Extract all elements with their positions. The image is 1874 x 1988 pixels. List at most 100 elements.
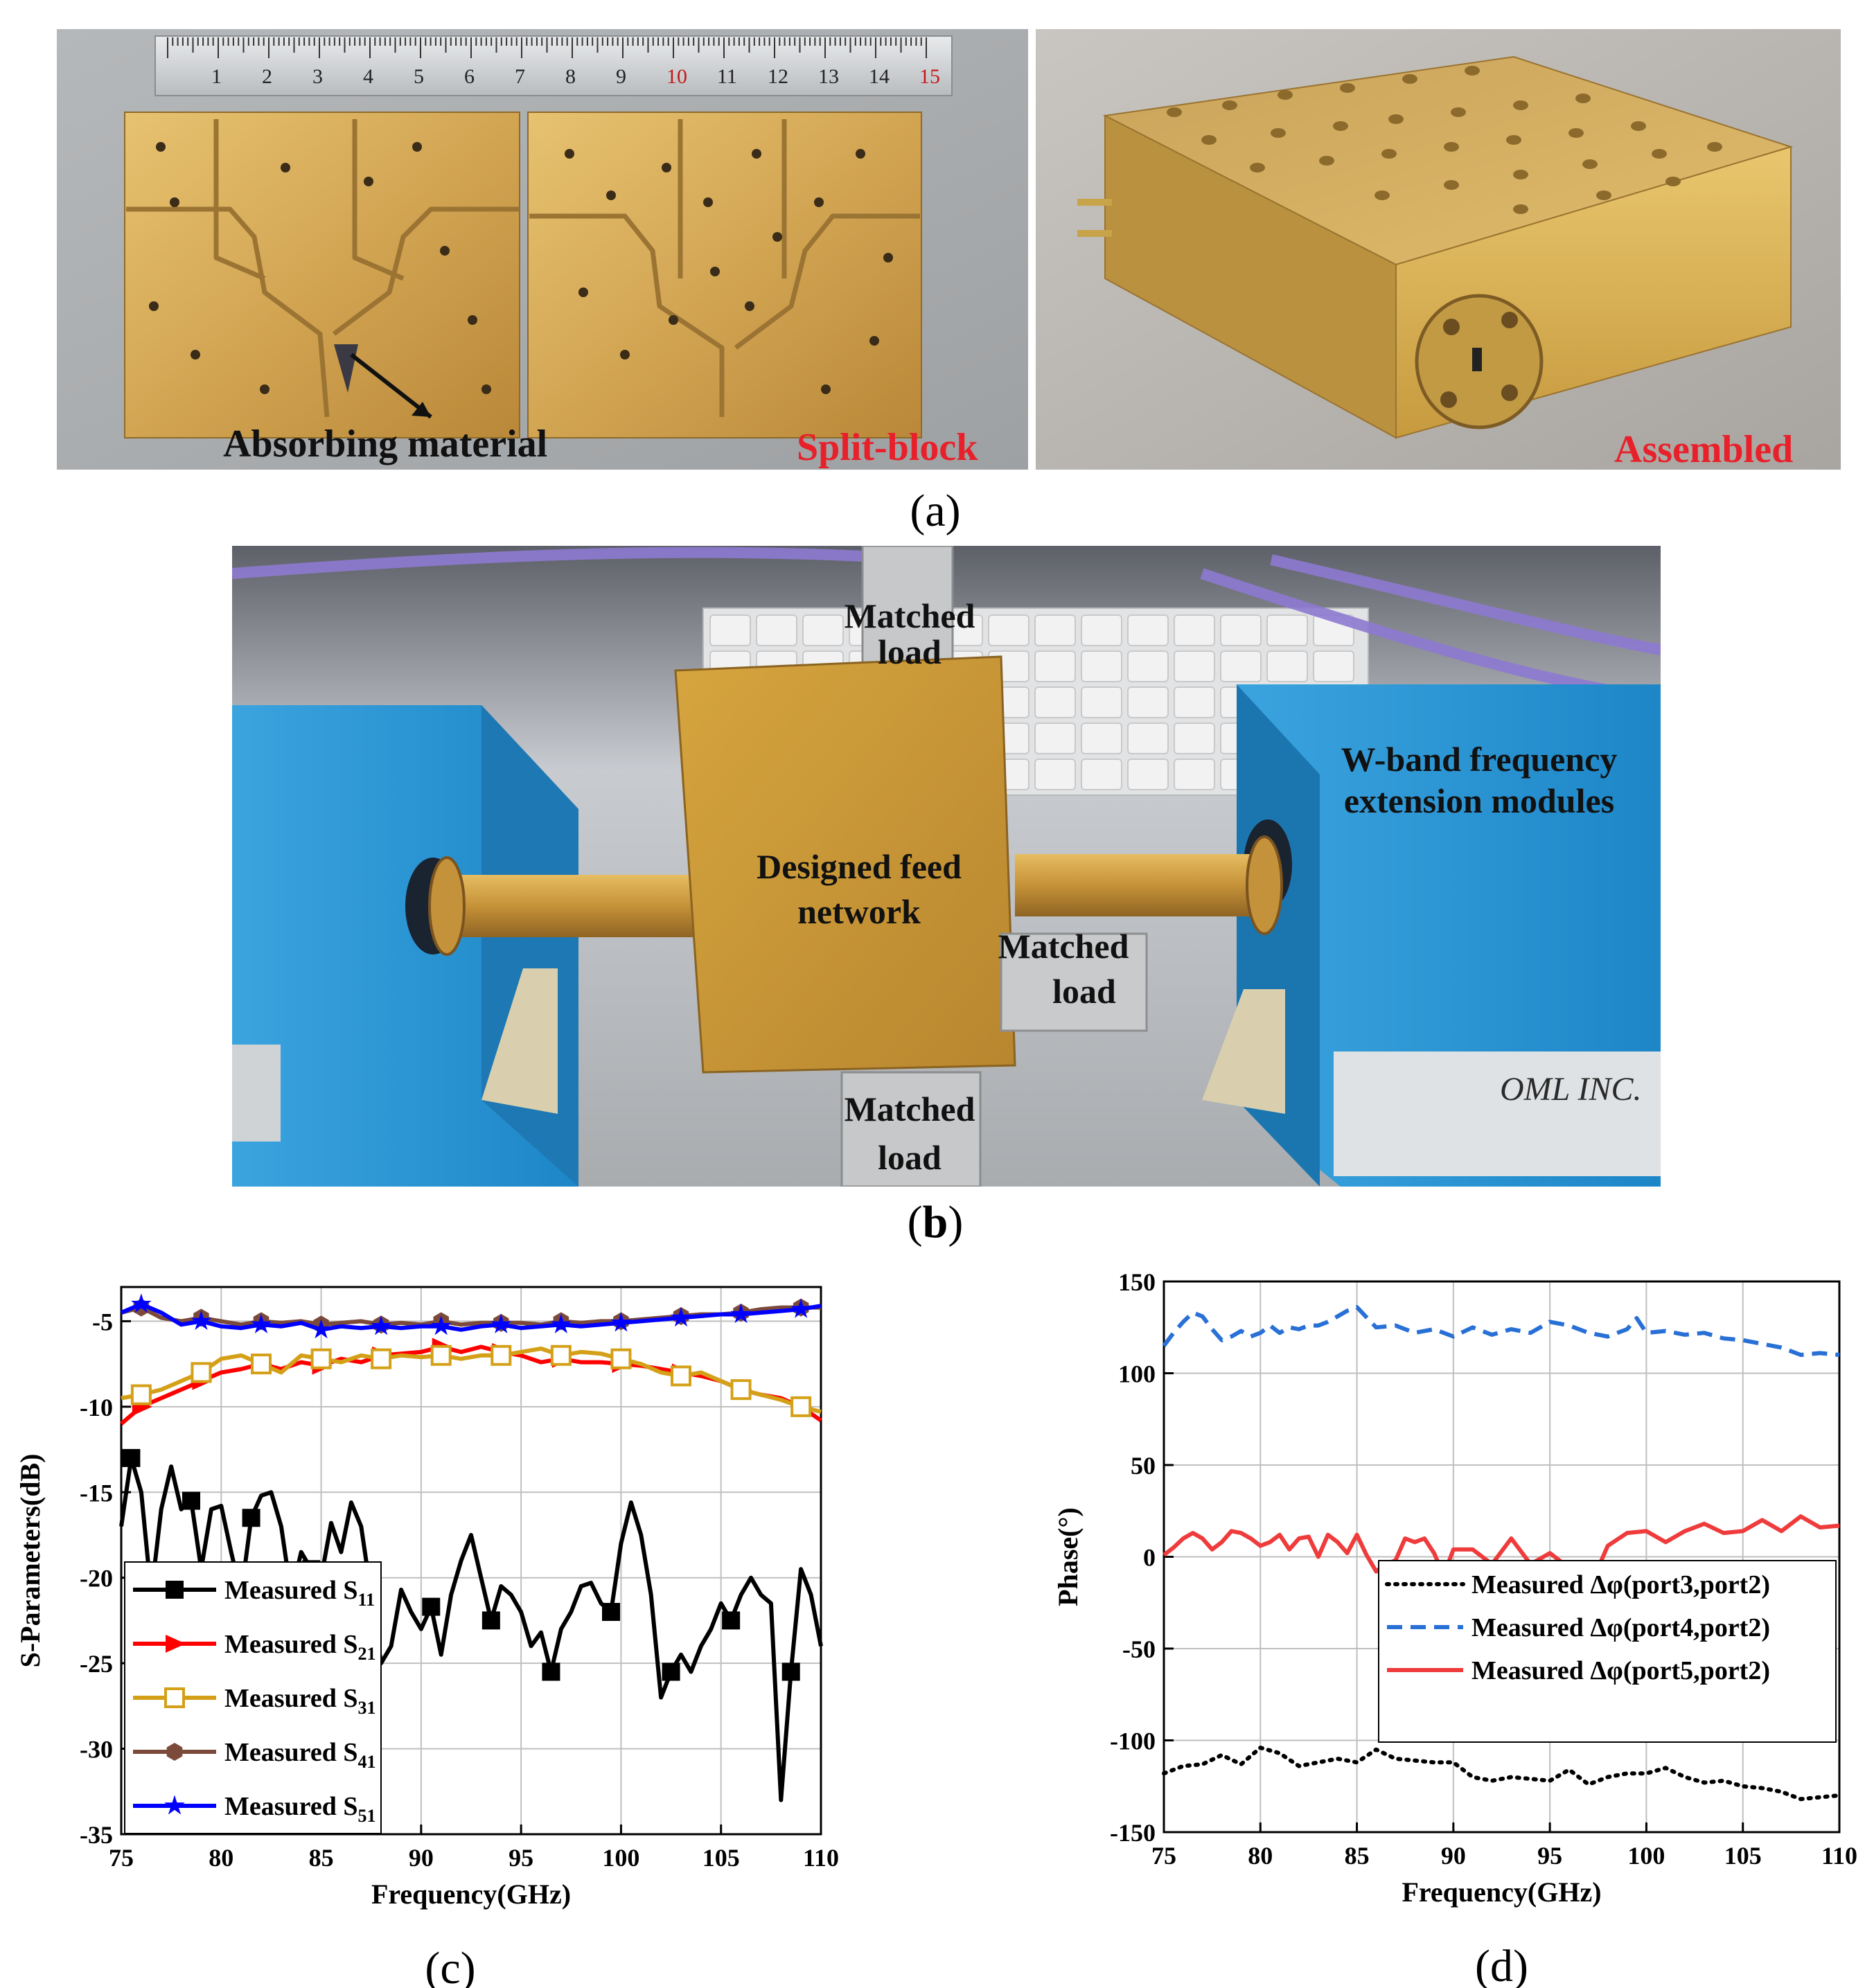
legend-label: Measured S11 (224, 1576, 375, 1610)
y-tick-label: -25 (80, 1650, 113, 1678)
bottom-load-label-line1: Matched (845, 1090, 975, 1128)
series-marker (671, 1306, 691, 1327)
series-marker (166, 1743, 183, 1761)
right-matched-load (1000, 932, 1148, 1032)
series-marker (610, 1312, 632, 1332)
series-line (1162, 1746, 1841, 1802)
feed-label-line1: Designed feed (757, 847, 962, 886)
legend-item: Measured Δφ(port5,port2) (1387, 1656, 1770, 1685)
x-tick-label: 95 (509, 1844, 533, 1872)
x-tick-label: 75 (1151, 1842, 1176, 1870)
y-tick-label: -35 (80, 1821, 113, 1849)
legend-label: Measured Δφ(port5,port2) (1471, 1656, 1770, 1685)
legend-item: Measured Δφ(port3,port2) (1385, 1570, 1770, 1599)
ruler-number: 10 (666, 65, 687, 88)
legend-item: Measured S41 (133, 1738, 375, 1772)
x-tick-label: 105 (1724, 1842, 1762, 1870)
series-marker (722, 1611, 741, 1630)
legend-item: Measured S21 (133, 1630, 375, 1664)
module-label-line1: W-band frequency (1341, 740, 1618, 779)
phase-difference-chart: 75 80 85 90 95 100 105 110-150-100-50050100150 … (1052, 1268, 1857, 1988)
series-marker (550, 1344, 572, 1366)
y-tick-label: -10 (80, 1394, 113, 1421)
x-tick-label: 100 (602, 1844, 639, 1872)
caption-a: (a) (910, 486, 961, 536)
legend-box (1378, 1560, 1837, 1743)
series-marker (251, 1354, 272, 1375)
ruler-number: 15 (919, 65, 940, 88)
x-tick-label: 75 (109, 1844, 134, 1872)
x-tick-label: 110 (1821, 1842, 1857, 1870)
series-line (121, 1346, 822, 1414)
x-tick-label: 100 (1627, 1842, 1665, 1870)
legend-item: Measured S51 (133, 1792, 375, 1826)
series-2 (1162, 1305, 1840, 1357)
series-1 (1162, 1746, 1841, 1802)
series-line (120, 1344, 822, 1426)
caption-c: (c) (425, 1943, 475, 1988)
caption-b: (b) (907, 1197, 964, 1248)
x-tick-label: 80 (209, 1844, 233, 1872)
series-marker (371, 1348, 392, 1369)
series-marker (310, 1348, 332, 1369)
x-tick-label: 110 (803, 1844, 839, 1872)
right-half-block (527, 112, 922, 438)
series-line (120, 1302, 822, 1332)
legend-label: Measured Δφ(port4,port2) (1471, 1613, 1770, 1642)
y-tick-label: -50 (1122, 1635, 1156, 1663)
series-marker (131, 1293, 152, 1313)
legend-label: Measured S21 (224, 1630, 375, 1664)
d-y-axis-label: Phase(°) (1052, 1507, 1084, 1606)
designed-feed-network-block (674, 655, 1016, 1074)
x-tick-label: 80 (1248, 1842, 1273, 1870)
series-marker (130, 1384, 152, 1405)
series-marker (430, 1344, 452, 1366)
series-marker (371, 1315, 391, 1335)
ruler-number: 3 (312, 65, 323, 88)
ruler-number: 2 (262, 65, 272, 88)
series-marker (164, 1687, 185, 1708)
steel-ruler (154, 35, 953, 96)
module-label-line2: extension modules (1344, 781, 1614, 820)
ruler-number: 8 (565, 65, 576, 88)
series-5 (120, 1293, 822, 1339)
series-marker (730, 1303, 752, 1324)
y-tick-label: -30 (80, 1736, 113, 1764)
ruler-number: 4 (363, 65, 373, 88)
series-marker (164, 1795, 185, 1815)
y-tick-label: -20 (80, 1565, 113, 1592)
series-marker (422, 1597, 441, 1616)
y-tick-label: 50 (1131, 1452, 1156, 1480)
bottom-matched-load (840, 1071, 982, 1187)
photo-measurement-setup: OML INC. Matched load Designed feed netw… (232, 546, 1661, 1187)
series-marker (430, 1315, 452, 1335)
series-marker (191, 1362, 212, 1383)
assembled-scene: Assembled (1036, 29, 1841, 470)
series-marker (730, 1379, 752, 1401)
series-marker (542, 1662, 560, 1681)
right-load-label-line2: load (1052, 972, 1116, 1011)
y-tick-label: -150 (1110, 1819, 1156, 1847)
right-load-label-line1: Matched (998, 927, 1129, 966)
y-tick-label: 150 (1118, 1268, 1156, 1296)
top-load-label-line1: Matched (845, 596, 975, 635)
y-tick-label: -5 (92, 1308, 113, 1335)
series-marker (481, 1611, 500, 1630)
series-marker (166, 1635, 186, 1653)
c-x-axis-label: Frequency(GHz) (371, 1879, 571, 1910)
x-tick-label: 90 (1441, 1842, 1466, 1870)
series-marker (671, 1365, 691, 1387)
c-y-axis-label: S-Parameters(dB) (15, 1454, 46, 1668)
legend-item: Measured Δφ(port4,port2) (1387, 1613, 1770, 1642)
ruler-number: 1 (211, 65, 222, 88)
assembled-label: Assembled (1614, 428, 1793, 470)
left-waveguide-pipe (440, 875, 696, 937)
x-tick-label: 85 (1345, 1842, 1370, 1870)
series-marker (122, 1448, 141, 1467)
y-tick-label: -15 (80, 1479, 113, 1507)
y-tick-label: 0 (1143, 1544, 1156, 1572)
caption-d: (d) (1475, 1941, 1528, 1988)
legend-label: Measured Δφ(port3,port2) (1471, 1570, 1770, 1599)
series-marker (781, 1662, 800, 1681)
bottom-load-label-line2: load (878, 1138, 942, 1177)
